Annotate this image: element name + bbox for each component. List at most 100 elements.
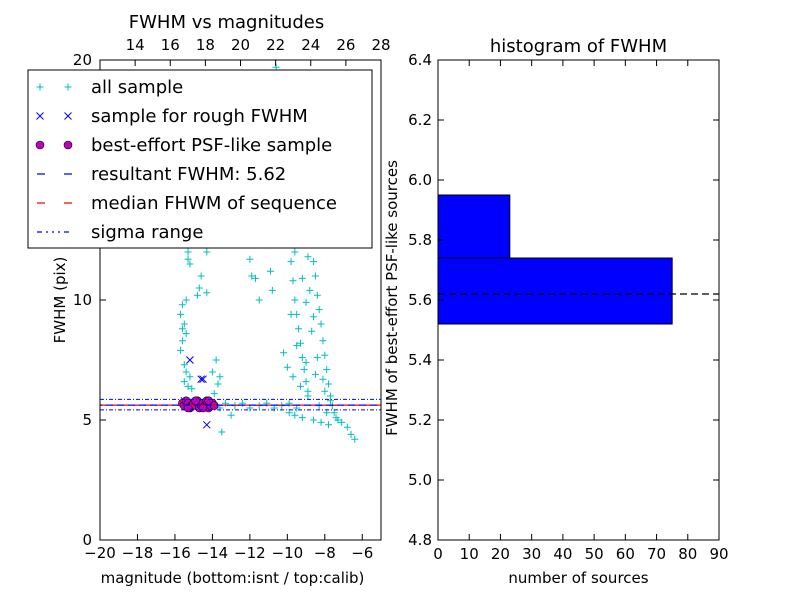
scatter-ylabel: FWHM (pix) bbox=[51, 257, 69, 344]
point-all-sample bbox=[184, 255, 192, 263]
point-all-sample bbox=[302, 358, 310, 366]
point-all-sample bbox=[218, 428, 226, 436]
series-1 bbox=[180, 356, 217, 429]
top-tick-label: 26 bbox=[336, 36, 355, 54]
top-tick-label: 20 bbox=[231, 36, 250, 54]
point-all-sample bbox=[186, 373, 194, 381]
legend-marker-circle bbox=[35, 140, 45, 150]
point-all-sample bbox=[310, 313, 318, 321]
legend-marker-plus bbox=[36, 83, 44, 91]
legend-entry: sample for rough FWHM bbox=[36, 106, 308, 127]
y-tick-label: 6.2 bbox=[408, 111, 432, 129]
point-all-sample bbox=[212, 356, 220, 364]
x-tick-label: 60 bbox=[616, 545, 635, 563]
point-rough-sample bbox=[202, 420, 211, 429]
top-tick-label: 18 bbox=[196, 36, 215, 54]
y-corner-label: 20 bbox=[73, 51, 92, 69]
point-all-sample bbox=[323, 366, 331, 374]
top-tick-label: 22 bbox=[266, 36, 285, 54]
point-all-sample bbox=[180, 320, 188, 328]
point-rough-sample bbox=[197, 375, 206, 384]
point-all-sample bbox=[289, 277, 297, 285]
y-tick-label: 5.2 bbox=[408, 411, 432, 429]
x-tick-label: 80 bbox=[678, 545, 697, 563]
x-tick-label: 50 bbox=[585, 545, 604, 563]
x-tick-label: 40 bbox=[553, 545, 572, 563]
x-tick-label: 90 bbox=[709, 545, 728, 563]
x-tick-label: −18 bbox=[122, 544, 154, 562]
point-all-sample bbox=[298, 354, 306, 362]
point-all-sample bbox=[255, 296, 263, 304]
point-all-sample bbox=[268, 286, 276, 294]
legend: all sample sample for rough FWHM best-effo… bbox=[27, 69, 373, 249]
point-all-sample bbox=[310, 416, 318, 424]
y-tick-label: 0 bbox=[82, 531, 92, 549]
point-all-sample bbox=[351, 435, 359, 443]
x-tick-label: 70 bbox=[647, 545, 666, 563]
x-tick-label: 20 bbox=[491, 545, 510, 563]
point-all-sample bbox=[197, 272, 205, 280]
point-all-sample bbox=[319, 337, 327, 345]
point-all-sample bbox=[325, 421, 333, 429]
point-rough-sample bbox=[199, 375, 207, 384]
top-tick-label: 14 bbox=[126, 36, 145, 54]
point-rough-sample bbox=[186, 356, 194, 364]
legend-entry: median FHWM of sequence bbox=[37, 193, 337, 214]
legend-entry: all sample bbox=[36, 77, 183, 98]
legend-label: resultant FWHM: 5.62 bbox=[91, 164, 286, 185]
point-all-sample bbox=[326, 397, 334, 405]
point-all-sample bbox=[177, 310, 185, 318]
point-all-sample bbox=[227, 411, 235, 419]
point-all-sample bbox=[296, 339, 304, 347]
histogram-title: histogram of FWHM bbox=[490, 36, 667, 57]
y-tick-label: 5.8 bbox=[408, 231, 432, 249]
point-all-sample bbox=[321, 351, 329, 359]
legend-label: best-effort PSF-like sample bbox=[91, 135, 332, 156]
x-tick-label: 10 bbox=[460, 545, 479, 563]
legend-label: median FHWM of sequence bbox=[91, 193, 337, 214]
series-2 bbox=[178, 396, 219, 413]
legend-label: all sample bbox=[91, 77, 183, 98]
legend-label: sample for rough FWHM bbox=[91, 106, 308, 127]
point-all-sample bbox=[208, 368, 216, 376]
histogram-ylabel: FWHM of best-effort PSF-like sources bbox=[383, 160, 401, 436]
legend-marker-x bbox=[64, 112, 72, 120]
point-all-sample bbox=[203, 248, 211, 256]
point-all-sample bbox=[248, 272, 256, 280]
point-all-sample bbox=[177, 346, 185, 354]
point-all-sample bbox=[182, 330, 190, 338]
point-all-sample bbox=[287, 310, 295, 318]
point-all-sample bbox=[178, 301, 186, 309]
point-all-sample bbox=[193, 291, 201, 299]
legend-marker-circle bbox=[63, 140, 73, 150]
point-all-sample bbox=[338, 418, 346, 426]
point-all-sample bbox=[302, 298, 310, 306]
point-all-sample bbox=[182, 368, 190, 376]
point-all-sample bbox=[343, 423, 351, 431]
point-all-sample bbox=[203, 289, 211, 297]
legend-box bbox=[27, 69, 373, 249]
legend-marker-x bbox=[36, 112, 44, 120]
y-tick-label: 4.8 bbox=[408, 531, 432, 549]
point-all-sample bbox=[311, 370, 319, 378]
scatter-plot-area bbox=[100, 63, 381, 443]
point-all-sample bbox=[313, 291, 321, 299]
point-all-sample bbox=[311, 272, 319, 280]
legend-entry: sigma range bbox=[37, 222, 203, 243]
point-all-sample bbox=[310, 258, 318, 266]
point-all-sample bbox=[304, 392, 312, 400]
point-all-sample bbox=[295, 325, 303, 333]
legend-entry: best-effort PSF-like sample bbox=[35, 135, 332, 156]
x-tick-label: −14 bbox=[197, 544, 229, 562]
point-all-sample bbox=[306, 286, 314, 294]
point-all-sample bbox=[186, 260, 194, 268]
point-all-sample bbox=[298, 274, 306, 282]
point-all-sample bbox=[302, 378, 310, 386]
point-all-sample bbox=[188, 385, 196, 393]
x-tick-label: 0 bbox=[433, 545, 443, 563]
legend-entry: resultant FWHM: 5.62 bbox=[37, 164, 286, 185]
point-all-sample bbox=[315, 306, 323, 314]
point-all-sample bbox=[246, 255, 254, 263]
point-all-sample bbox=[266, 267, 274, 275]
